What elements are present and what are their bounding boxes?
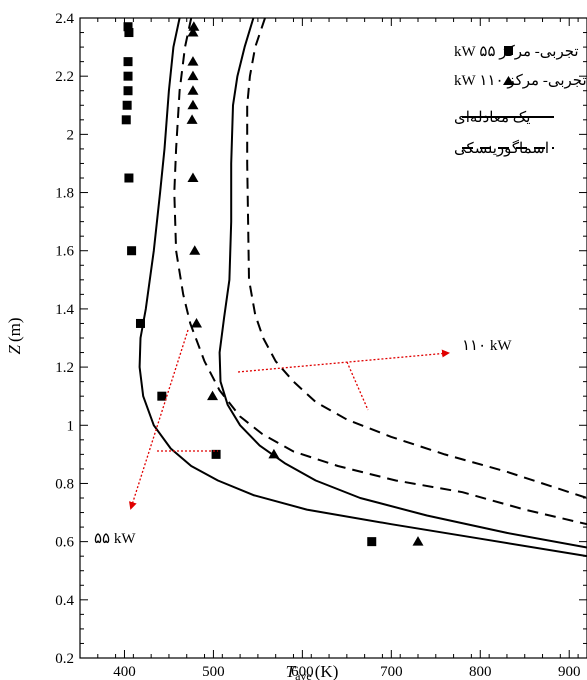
data-point-square — [124, 173, 134, 183]
data-point-square — [157, 391, 167, 401]
annotation-110kw-label: ۱۱۰ kW — [462, 338, 512, 354]
data-point-triangle — [187, 99, 199, 110]
data-point-triangle — [189, 245, 201, 255]
y-tick-label: 1.2 — [55, 360, 74, 376]
data-point-triangle — [187, 85, 199, 95]
data-point-square — [367, 537, 377, 547]
legend-label-solid: یک معادله‌ای — [454, 110, 530, 126]
data-point-triangle — [187, 56, 199, 66]
x-tick-label: 700 — [380, 664, 403, 680]
annotation-110kw: ۱۱۰ kW — [237, 338, 512, 411]
legend-label-55kw: تجربی- مرکز ۵۵ kW — [454, 44, 579, 60]
y-tick-label: 0.4 — [55, 593, 74, 609]
data-point-triangle — [187, 172, 199, 182]
data-point-square — [122, 100, 132, 110]
x-tick-label: 900 — [558, 664, 581, 680]
y-tick-label: 1.8 — [55, 186, 74, 202]
annotation-55kw-arrow — [129, 329, 189, 510]
data-point-triangle — [191, 317, 203, 328]
annotation-110kw-leader — [346, 361, 369, 411]
legend-marker-triangle — [503, 76, 514, 85]
data-point-square — [123, 86, 133, 96]
x-tick-label: 600 — [291, 664, 314, 680]
series-line-dashed-4 — [173, 18, 587, 526]
data-point-triangle — [268, 448, 280, 459]
plot-area — [121, 18, 587, 558]
y-tick-label: 2.4 — [55, 11, 74, 27]
y-tick-label: 1.6 — [55, 244, 74, 260]
annotation-55kw: ۵۵ kW — [94, 329, 218, 547]
y-tick-label: 0.2 — [55, 651, 74, 667]
data-point-square — [123, 57, 133, 67]
annotation-55kw-label: ۵۵ kW — [94, 531, 136, 547]
data-point-triangle — [186, 114, 198, 124]
legend-label-dashed: اسماگورینسکی — [454, 139, 549, 157]
data-point-square — [127, 246, 137, 256]
data-point-square — [211, 449, 221, 459]
y-axis-title: Z(m) — [5, 317, 24, 354]
x-tick-label: 500 — [202, 664, 225, 680]
x-axis-title: Tave (K) — [286, 662, 339, 680]
data-point-square — [135, 318, 145, 328]
data-point-triangle — [187, 70, 199, 81]
data-point-triangle — [187, 27, 199, 37]
y-tick-label: 0.8 — [55, 476, 74, 492]
y-tick-label: 2 — [67, 127, 75, 143]
data-point-triangle — [412, 536, 424, 546]
x-tick-label: 800 — [469, 664, 492, 680]
y-tick-label: 2.2 — [55, 69, 74, 85]
y-axis: 0.2 0.4 0.6 0.8 1 1.2 1.4 1.6 1.8 2 2.2 2.4 — [55, 11, 587, 667]
annotation-110kw-arrow — [237, 349, 450, 373]
legend-marker-square — [504, 46, 513, 55]
y-tick-label: 0.6 — [55, 535, 74, 551]
x-axis: 400 500 600 700 800 900 — [79, 18, 581, 680]
data-point-square — [124, 28, 134, 38]
legend: تجربی- مرکز ۵۵ kW تجربی- مرکز ۱۱۰ kW یک … — [454, 44, 587, 157]
series-line-dashed-5 — [246, 18, 587, 499]
data-point-square — [123, 22, 133, 32]
data-point-square — [123, 71, 133, 81]
data-point-triangle — [188, 21, 200, 31]
series-line-solid-2 — [138, 18, 587, 558]
x-tick-label: 400 — [113, 664, 136, 680]
y-tick-label: 1 — [67, 418, 75, 434]
data-point-triangle — [207, 390, 219, 401]
data-point-square — [121, 115, 131, 125]
series-line-solid-3 — [218, 18, 587, 549]
y-tick-label: 1.4 — [55, 302, 74, 318]
legend-label-110kw: تجربی- مرکز ۱۱۰ kW — [454, 73, 587, 89]
